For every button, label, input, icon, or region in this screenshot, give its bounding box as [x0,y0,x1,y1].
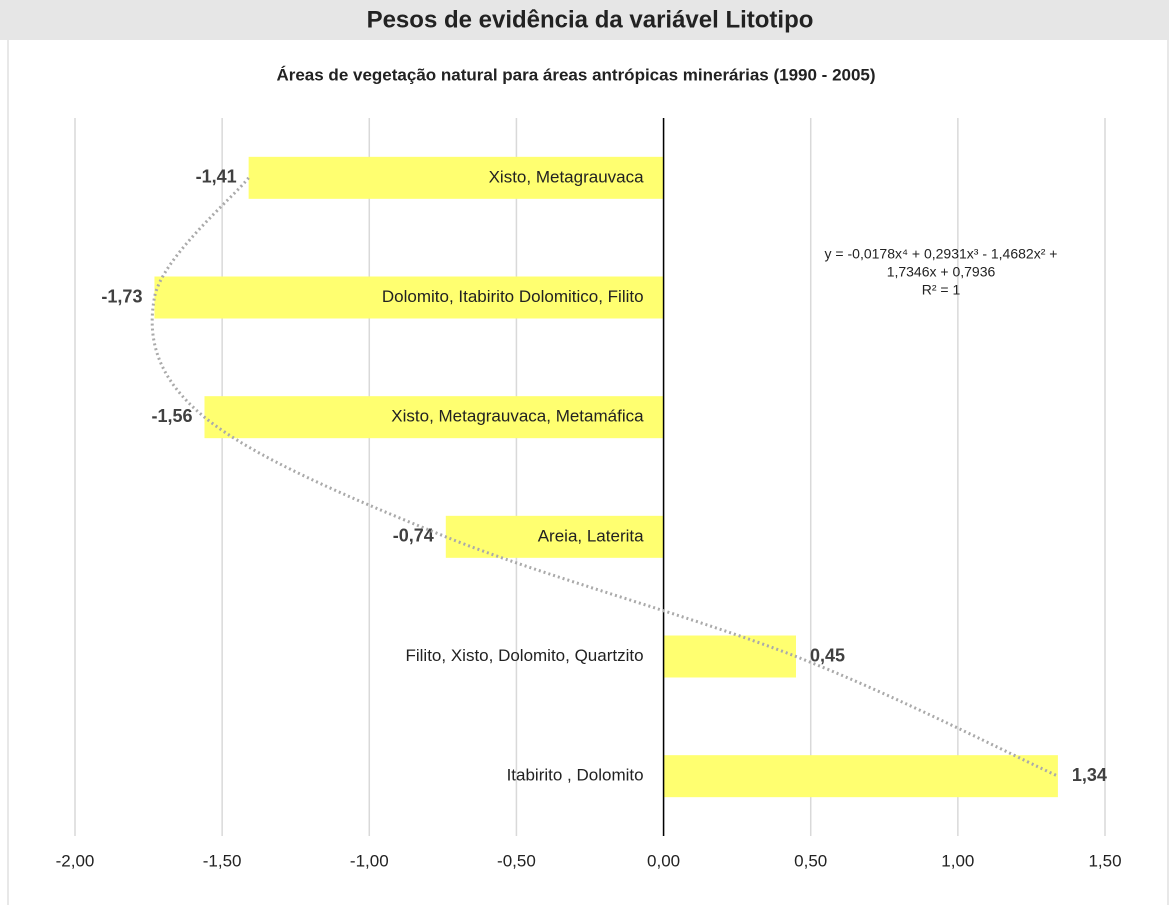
category-label: Dolomito, Itabirito Dolomitico, Filito [382,287,644,306]
category-label: Xisto, Metagrauvaca [489,167,645,186]
bar [154,276,664,319]
trendline-equation: R² = 1 [922,282,961,298]
category-label: Areia, Laterita [538,526,644,545]
category-label: Itabirito , Dolomito [507,766,644,785]
bar [445,515,664,558]
x-tick-label: -2,00 [56,851,95,870]
x-tick-label: 0,50 [794,851,827,870]
trendline-equation: 1,7346x + 0,7936 [887,264,996,280]
chart-title: Pesos de evidência da variável Litotipo [367,6,814,33]
x-tick-label: -0,50 [497,851,536,870]
x-tick-label: -1,00 [350,851,389,870]
bar [248,156,664,199]
bar [663,755,1058,798]
bar [663,635,796,678]
trendline-equation: y = -0,0178x⁴ + 0,2931x³ - 1,4682x² + [825,246,1058,262]
chart-subtitle: Áreas de vegetação natural para áreas an… [276,65,875,84]
data-label: -1,56 [151,406,192,426]
bar [204,396,664,439]
x-tick-label: -1,50 [203,851,242,870]
trendline [150,176,1059,778]
x-tick-label: 1,50 [1088,851,1121,870]
title-banner [0,0,1169,40]
data-label: 1,34 [1072,765,1107,785]
data-label: 0,45 [810,645,845,665]
data-label: -0,74 [393,526,434,546]
x-tick-label: 1,00 [941,851,974,870]
category-label: Xisto, Metagrauvaca, Metamáfica [391,407,644,426]
data-label: -1,41 [196,167,237,187]
category-label: Filito, Xisto, Dolomito, Quartzito [405,646,643,665]
x-tick-label: 0,00 [647,851,680,870]
data-label: -1,73 [101,286,142,306]
